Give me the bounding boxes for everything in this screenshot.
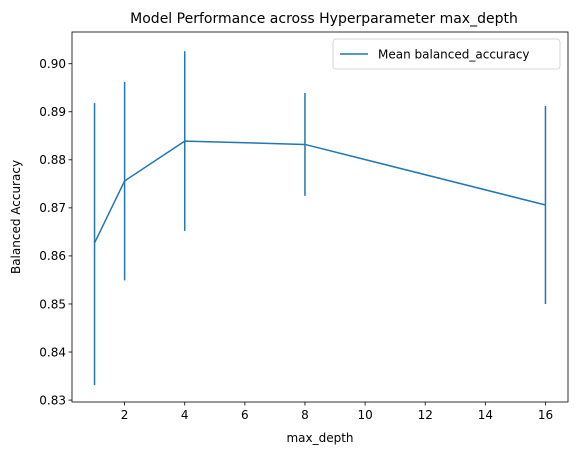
x-tick-label: 16 [538,408,553,422]
x-tick-label: 8 [301,408,309,422]
plot-frame [71,31,569,403]
x-axis: 2 4 6 8 10 12 14 16 [121,402,553,422]
y-axis: 0.83 0.84 0.85 0.86 0.87 0.88 0.89 0.90 [39,57,72,407]
legend-label: Mean balanced_accuracy [378,48,530,62]
x-tick-label: 10 [357,408,372,422]
x-axis-label: max_depth [286,431,353,445]
y-tick-label: 0.86 [39,249,66,263]
chart-title: Model Performance across Hyperparameter … [130,11,518,27]
y-tick-label: 0.87 [39,201,66,215]
legend: Mean balanced_accuracy [332,38,561,70]
y-tick-label: 0.85 [39,297,66,311]
y-tick-label: 0.83 [39,393,66,407]
x-tick-label: 6 [241,408,249,422]
y-tick-label: 0.89 [39,105,66,119]
x-tick-label: 12 [418,408,433,422]
series-line [93,140,546,244]
y-tick-label: 0.90 [39,57,66,71]
x-tick-label: 4 [181,408,189,422]
x-tick-label: 14 [478,408,493,422]
legend-box [332,38,561,70]
y-tick-label: 0.84 [39,345,66,359]
plot-area [93,51,547,386]
y-axis-label: Balanced Accuracy [9,160,23,274]
y-tick-label: 0.88 [39,153,66,167]
x-tick-label: 2 [121,408,129,422]
